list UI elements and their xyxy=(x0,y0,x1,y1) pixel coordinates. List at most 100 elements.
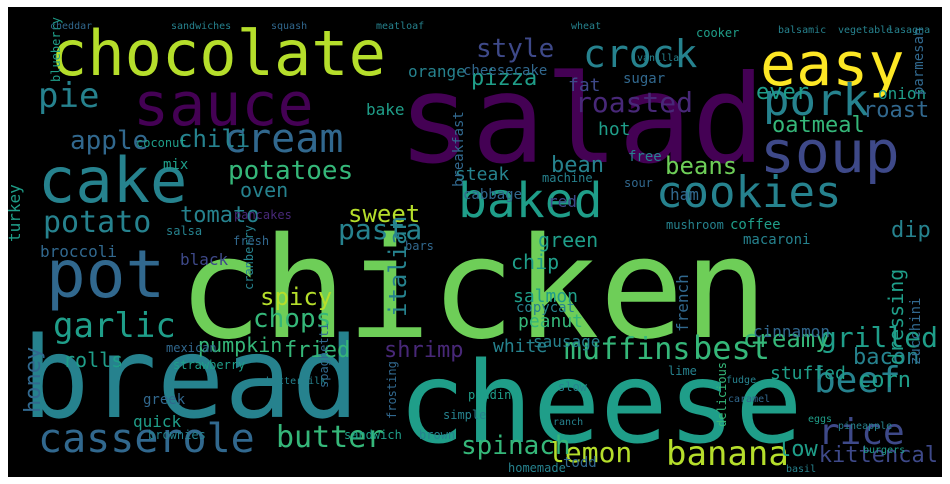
word-frosting: frosting xyxy=(385,361,399,419)
word-sugar: sugar xyxy=(623,71,665,87)
word-shrimp: shrimp xyxy=(384,338,463,363)
word-burgers: burgers xyxy=(863,445,905,456)
word-cinnamon: cinnamon xyxy=(753,322,830,341)
word-cranberry: cranberry xyxy=(242,225,256,290)
word-basil: basil xyxy=(786,464,816,475)
word-peanut: peanut xyxy=(518,311,583,332)
word-cookies: cookies xyxy=(656,167,841,218)
word-bread: bread xyxy=(22,314,359,444)
word-sour: sour xyxy=(624,176,653,190)
word-pudding: pudding xyxy=(468,388,519,402)
word-copycat: copycat xyxy=(516,300,575,316)
word-onion: onion xyxy=(878,84,926,103)
word-sausage: sausage xyxy=(533,332,600,351)
word-mushroom: mushroom xyxy=(666,218,724,232)
word-coffee: coffee xyxy=(730,217,781,233)
word-potatoes: potatoes xyxy=(228,156,353,186)
word-grilled: grilled xyxy=(820,321,938,354)
word-balsamic: balsamic xyxy=(778,25,826,36)
word-rolls: rolls xyxy=(63,348,123,372)
word-turkey: turkey xyxy=(8,184,24,242)
word-style: style xyxy=(476,34,554,64)
word-french: french xyxy=(673,274,692,332)
word-soup: soup xyxy=(760,118,900,186)
word-cheesecake: cheesecake xyxy=(463,63,547,79)
word-free: free xyxy=(628,149,662,165)
word-bean: bean xyxy=(551,153,604,178)
word-baked: baked xyxy=(458,173,603,229)
word-oven: oven xyxy=(240,178,288,202)
word-beef: beef xyxy=(814,360,901,401)
word-pot: pot xyxy=(46,236,165,313)
word-steak: steak xyxy=(455,164,509,185)
word-greek: greek xyxy=(143,392,186,408)
word-pasta: pasta xyxy=(338,213,422,246)
word-mexican: mexican xyxy=(166,341,217,355)
word-vanilla: vanilla xyxy=(637,53,679,64)
word-cloud: chicken salad bread cheese chocolate sauce cak… xyxy=(8,7,942,477)
word-cheddar: cheddar xyxy=(50,21,92,32)
word-roasted: roasted xyxy=(575,86,693,119)
word-brown: brown xyxy=(419,428,455,442)
word-best: best xyxy=(693,329,770,367)
word-cream: cream xyxy=(223,116,343,162)
word-cabbage: cabbage xyxy=(463,187,522,203)
cloud-background xyxy=(8,7,942,477)
word-bacon: bacon xyxy=(853,345,919,370)
word-parmesan: parmesan xyxy=(911,28,927,95)
word-cheese: cheese xyxy=(398,339,803,469)
word-simple: simple xyxy=(443,408,486,422)
word-beans: beans xyxy=(665,152,737,180)
word-spicy: spicy xyxy=(260,283,332,311)
word-coconut: coconut xyxy=(136,136,187,150)
word-white: white xyxy=(493,336,547,357)
word-garlic: garlic xyxy=(53,306,176,346)
word-tomato: tomato xyxy=(180,203,259,228)
word-pumpkin: pumpkin xyxy=(198,333,282,357)
word-lasagna: lasagna xyxy=(888,25,930,36)
word-potato: potato xyxy=(43,205,151,240)
word-mix: mix xyxy=(163,157,188,173)
word-roast: roast xyxy=(863,98,929,123)
word-chops: chops xyxy=(253,304,331,334)
word-chip: chip xyxy=(511,250,559,274)
word-squash: squash xyxy=(271,21,307,32)
word-crock: crock xyxy=(583,32,698,76)
word-casserole: casserole xyxy=(38,416,255,462)
word-buttermilk: buttermilk xyxy=(266,376,326,387)
word-wheat: wheat xyxy=(571,21,601,32)
word-layer: chicken salad bread cheese chocolatesaucecak… xyxy=(8,17,938,475)
word-sandwich: sandwich xyxy=(344,428,402,442)
word-stuffed: stuffed xyxy=(770,363,846,384)
word-cooker: cooker xyxy=(696,26,739,40)
word-italian: italian xyxy=(384,216,412,317)
word-blueberry: blueberry xyxy=(49,17,63,82)
word-ranch: ranch xyxy=(553,417,583,428)
word-macaroni: macaroni xyxy=(743,232,810,248)
word-spinach: spinach xyxy=(461,431,571,461)
word-creamy: creamy xyxy=(743,325,830,353)
word-lime: lime xyxy=(668,364,697,378)
word-sauce: sauce xyxy=(133,70,314,140)
word-caramel: caramel xyxy=(728,394,770,405)
word-red: red xyxy=(548,192,577,211)
word-sandwiches: sandwiches xyxy=(171,21,231,32)
word-kittencal: kittencal xyxy=(819,443,938,468)
word-salad: salad xyxy=(398,49,765,191)
word-ever: ever xyxy=(756,80,809,105)
word-machine: machine xyxy=(542,171,593,185)
word-easy: easy xyxy=(760,30,905,100)
word-salmon: salmon xyxy=(513,286,578,307)
word-chocolate: chocolate xyxy=(50,17,386,90)
word-apple: apple xyxy=(70,126,148,156)
word-delicious: delicious xyxy=(715,362,729,427)
word-broccoli: broccoli xyxy=(40,242,117,261)
word-vegetable: vegetable xyxy=(838,25,892,36)
word-quick: quick xyxy=(133,412,182,431)
word-sweet: sweet xyxy=(348,200,420,228)
word-dip: dip xyxy=(891,218,931,243)
word-bars: bars xyxy=(405,239,434,253)
word-pizza: pizza xyxy=(471,66,537,91)
word-low: low xyxy=(778,437,818,462)
word-banana: banana xyxy=(666,434,789,474)
